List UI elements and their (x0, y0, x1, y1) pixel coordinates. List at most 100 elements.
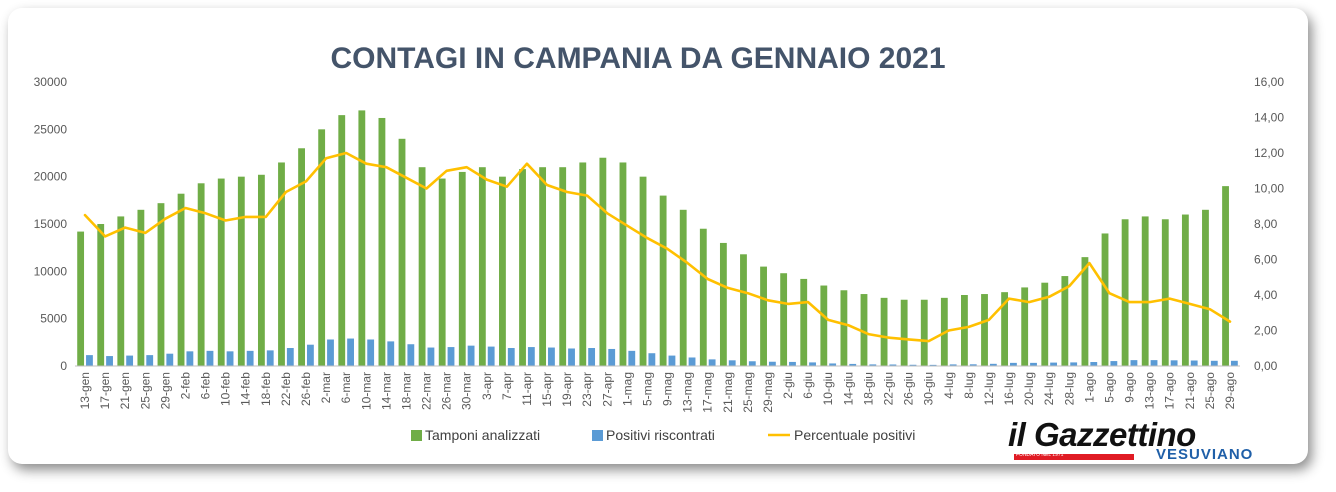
bar-positivi (1230, 360, 1238, 366)
bar-tamponi (1161, 219, 1169, 366)
bar-tamponi (157, 203, 165, 366)
bar-positivi (909, 364, 917, 366)
bar-positivi (507, 348, 515, 366)
x-tick-label: 14-mar (379, 372, 393, 410)
bar-tamponi (639, 176, 647, 366)
bar-positivi (1070, 362, 1078, 366)
bar-positivi (427, 347, 435, 366)
bar-tamponi (358, 110, 366, 367)
x-tick-label: 20-lug (1022, 372, 1036, 405)
x-tick-label: 1-ago (1082, 372, 1096, 403)
bar-tamponi (77, 231, 85, 366)
bar-positivi (969, 364, 977, 366)
bar-tamponi (1141, 216, 1149, 366)
x-tick-label: 25-gen (138, 372, 152, 409)
x-tick-label: 21-ago (1183, 372, 1197, 410)
legend-swatch (592, 430, 603, 441)
y-tick-label: 5000 (40, 312, 67, 326)
x-tick-label: 6-giu (801, 372, 815, 399)
bar-positivi (648, 353, 656, 366)
x-tick-label: 6-mar (339, 372, 353, 403)
bar-tamponi (619, 162, 627, 366)
logo-red-bar (1014, 454, 1134, 460)
bar-tamponi (478, 167, 486, 366)
bar-tamponi (880, 297, 888, 366)
bar-tamponi (679, 209, 687, 366)
bar-positivi (206, 350, 214, 366)
bar-tamponi (1101, 233, 1109, 366)
line-percentuale (83, 151, 1232, 343)
bar-positivi (467, 345, 475, 366)
bar-tamponi (719, 242, 727, 366)
gazzettino-logo: il Gazzettino FONDATO NEL 1971 VESUVIANO (1008, 416, 1268, 463)
y2-tick-label: 12,00 (1254, 146, 1284, 160)
y2-tick-label: 4,00 (1254, 288, 1278, 302)
bar-tamponi (780, 273, 788, 366)
bar-tamponi (579, 162, 587, 366)
y2-tick-label: 0,00 (1254, 359, 1278, 373)
bar-positivi (1170, 360, 1178, 366)
bar-positivi (367, 339, 375, 366)
x-tick-label: 14-giu (841, 372, 855, 405)
x-tick-label: 13-mag (681, 372, 695, 413)
bar-positivi (568, 348, 575, 366)
bar-positivi (447, 347, 455, 366)
x-tick-label: 28-lug (1062, 372, 1076, 405)
bar-tamponi (177, 193, 185, 366)
bar-positivi (989, 363, 997, 366)
bar-tamponi (298, 148, 305, 366)
x-tick-label: 17-mag (701, 372, 715, 413)
chart-title: CONTAGI IN CAMPANIA DA GENNAIO 2021 (330, 42, 946, 75)
bar-positivi (1010, 362, 1017, 366)
bar-positivi (146, 355, 154, 366)
bar-tamponi (1001, 292, 1009, 366)
x-tick-label: 26-giu (902, 372, 916, 405)
x-tick-label: 22-mar (420, 372, 434, 410)
bar-tamponi (117, 216, 125, 366)
x-tick-label: 17-gen (98, 372, 112, 409)
x-tick-label: 1-mag (620, 372, 634, 406)
bar-positivi (166, 353, 174, 366)
bar-positivi (949, 364, 957, 366)
chart-card: 0 5000 10000 15000 20000 25000 30000 0,00 2,00 4,… (8, 8, 1308, 464)
x-tick-label: 18-giu (861, 372, 875, 405)
logo-title: il Gazzettino (1008, 416, 1196, 453)
x-tick-label: 18-mar (399, 372, 413, 410)
bar-positivi (708, 359, 716, 366)
bar-tamponi (1181, 214, 1189, 366)
bar-positivi (327, 339, 334, 366)
x-tick-label: 18-feb (259, 372, 273, 406)
x-tick-label: 6-feb (199, 372, 213, 400)
bar-tamponi (539, 167, 547, 366)
x-tick-label: 30-giu (922, 372, 936, 405)
bar-positivi (407, 344, 415, 366)
bar-tamponi (418, 167, 426, 366)
bar-tamponi (760, 266, 767, 366)
bar-tamponi (458, 171, 466, 366)
x-tick-label: 2-feb (178, 372, 192, 400)
y-tick-label: 20000 (34, 170, 68, 184)
x-tick-label: 10-giu (821, 372, 835, 405)
x-tick-label: 15-apr (540, 372, 554, 407)
bar-tamponi (1041, 282, 1049, 366)
bar-positivi (246, 350, 254, 366)
bar-tamponi (438, 178, 446, 366)
bar-positivi (869, 364, 877, 366)
legend-label: Positivi riscontrati (606, 427, 715, 443)
bar-tamponi (519, 169, 526, 366)
bar-tamponi (559, 167, 567, 366)
x-tick-label: 24-lug (1042, 372, 1056, 405)
bar-tamponi (900, 299, 908, 366)
y2-tick-label: 10,00 (1254, 182, 1284, 196)
legend-swatch (411, 430, 422, 441)
bar-positivi (1110, 361, 1118, 366)
x-tick-label: 13-ago (1143, 372, 1157, 410)
x-tick-label: 25-ago (1203, 372, 1217, 410)
legend-label: Tamponi analizzati (425, 427, 540, 443)
x-tick-label: 16-lug (1002, 372, 1016, 405)
bar-tamponi (318, 129, 326, 366)
y-tick-label: 25000 (34, 122, 68, 136)
bar-positivi (628, 350, 636, 366)
bar-tamponi (599, 157, 607, 366)
bar-tamponi (840, 290, 848, 366)
